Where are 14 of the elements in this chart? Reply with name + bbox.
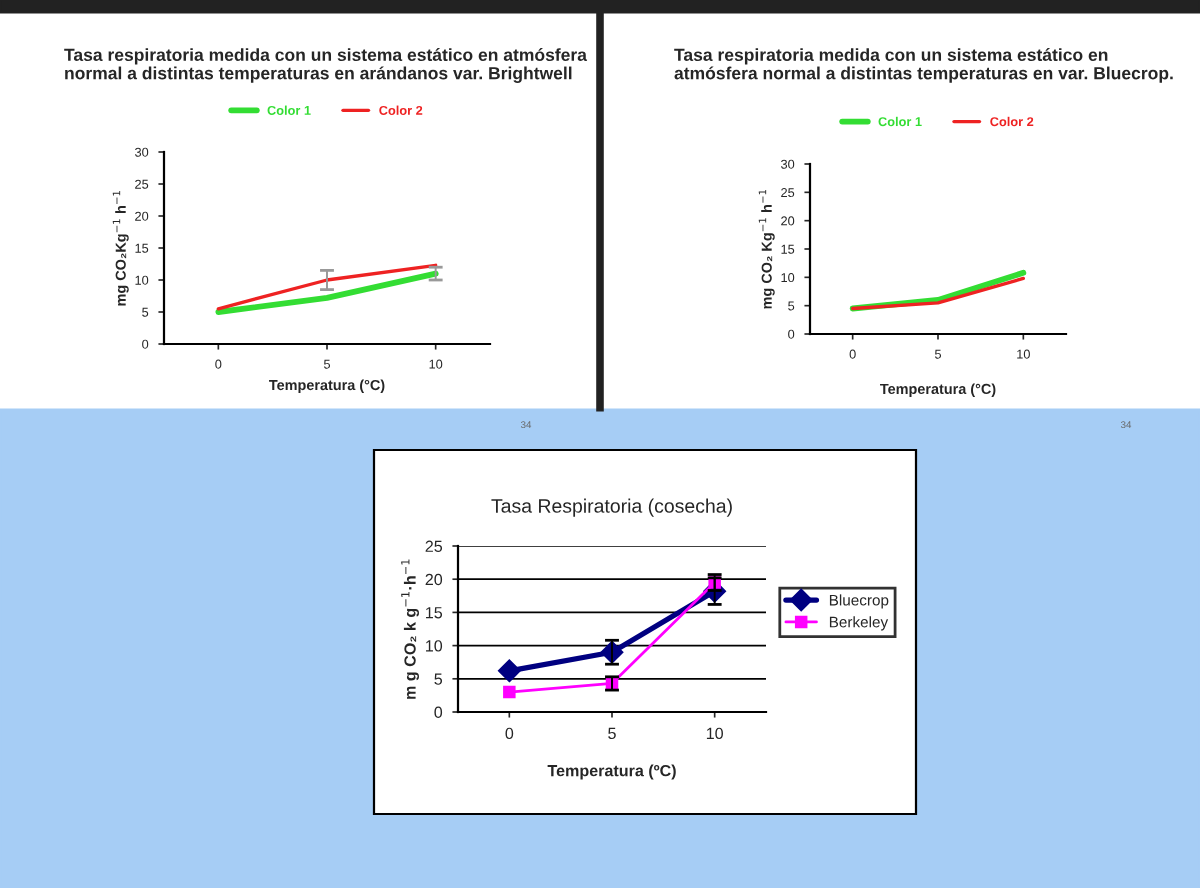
y-tick-label: 20 bbox=[425, 573, 443, 586]
y-tick-label: 25 bbox=[425, 540, 443, 552]
chart-title: Tasa respiratoria medida con un sistema estático en atmósfera normal a distintas temperaturas en arándanos var. Brightwell bbox=[64, 48, 588, 83]
chart-title: Tasa Respiratoria (cosecha) bbox=[491, 498, 732, 517]
y-tick-label: 5 bbox=[434, 673, 443, 685]
y-tick-label: 10 bbox=[426, 640, 443, 652]
x-tick-label: 0 bbox=[505, 727, 514, 740]
y-tick-label: 15 bbox=[426, 607, 443, 619]
chart-title: Tasa respiratoria medida con un sistema estático en atmósfera normal a distintas temperaturas en var. Bluecrop. bbox=[674, 48, 1173, 83]
x-axis-title: Temperatura (ºC) bbox=[547, 764, 676, 780]
x-tick-label: 5 bbox=[608, 727, 616, 740]
y-tick-label: 0 bbox=[434, 706, 443, 718]
x-tick-label: 10 bbox=[706, 727, 723, 740]
y-axis-title: m g CO₂ k g$^{−1}$·h$^{−1}$ bbox=[401, 559, 420, 699]
